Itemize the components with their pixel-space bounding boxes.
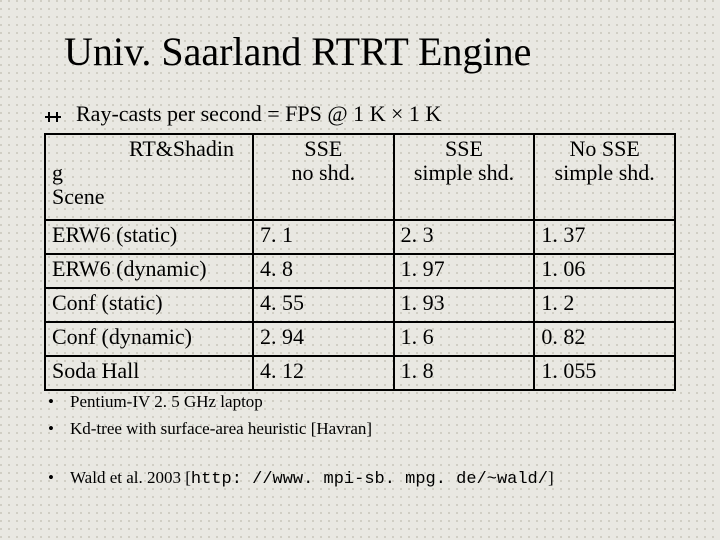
header-c2b: simple shd. (401, 161, 528, 185)
cell: 1. 97 (394, 254, 535, 288)
bullet-dot-icon: • (48, 415, 70, 442)
bullet-icon (44, 111, 62, 123)
bullet-dot-icon: • (48, 388, 70, 415)
row-name: Conf (static) (45, 288, 253, 322)
table-row: ERW6 (dynamic) 4. 8 1. 97 1. 06 (45, 254, 675, 288)
results-table: RT&Shadin g Scene SSE no shd. SSE simple… (44, 133, 676, 391)
cell: 0. 82 (534, 322, 675, 356)
row-name: ERW6 (static) (45, 220, 253, 254)
header-col-2: SSE simple shd. (394, 134, 535, 220)
footnote-3-url: http: //www. mpi-sb. mpg. de/~wald/ (191, 470, 548, 489)
header-corner: RT&Shadin g Scene (45, 134, 253, 220)
cell: 2. 3 (394, 220, 535, 254)
cell: 4. 8 (253, 254, 394, 288)
bullet-dot-icon: • (48, 464, 70, 493)
header-corner-top: RT&Shadin (52, 137, 246, 161)
header-c3a: No SSE (541, 137, 668, 161)
header-corner-scene: Scene (52, 184, 105, 209)
lead-line: Ray-casts per second = FPS @ 1 K × 1 K (44, 101, 680, 127)
page-title: Univ. Saarland RTRT Engine (40, 28, 680, 75)
cell: 7. 1 (253, 220, 394, 254)
footnote-3c: ] (548, 468, 554, 487)
table-row: Conf (dynamic) 2. 94 1. 6 0. 82 (45, 322, 675, 356)
cell: 1. 2 (534, 288, 675, 322)
header-c1a: SSE (260, 137, 387, 161)
header-col-3: No SSE simple shd. (534, 134, 675, 220)
footnote-3: • Wald et al. 2003 [http: //www. mpi-sb.… (48, 464, 688, 493)
table-row: Conf (static) 4. 55 1. 93 1. 2 (45, 288, 675, 322)
header-c2a: SSE (401, 137, 528, 161)
cell: 1. 93 (394, 288, 535, 322)
header-c3b: simple shd. (541, 161, 668, 185)
header-corner-g: g (52, 160, 63, 185)
footnote-2-text: Kd-tree with surface-area heuristic [Hav… (70, 415, 372, 442)
row-name: Soda Hall (45, 356, 253, 390)
footnote-1-text: Pentium-IV 2. 5 GHz laptop (70, 388, 263, 415)
footnote-2: • Kd-tree with surface-area heuristic [H… (48, 415, 688, 442)
table-header-row: RT&Shadin g Scene SSE no shd. SSE simple… (45, 134, 675, 220)
row-name: ERW6 (dynamic) (45, 254, 253, 288)
footnote-3-text: Wald et al. 2003 [http: //www. mpi-sb. m… (70, 464, 554, 493)
cell: 1. 06 (534, 254, 675, 288)
table-row: Soda Hall 4. 12 1. 8 1. 055 (45, 356, 675, 390)
header-c1b: no shd. (260, 161, 387, 185)
cell: 1. 055 (534, 356, 675, 390)
footnotes: • Pentium-IV 2. 5 GHz laptop • Kd-tree w… (48, 388, 688, 494)
footnote-1: • Pentium-IV 2. 5 GHz laptop (48, 388, 688, 415)
cell: 2. 94 (253, 322, 394, 356)
lead-text: Ray-casts per second = FPS @ 1 K × 1 K (76, 101, 441, 127)
footnote-3a: Wald et al. 2003 [ (70, 468, 191, 487)
cell: 1. 6 (394, 322, 535, 356)
cell: 1. 8 (394, 356, 535, 390)
cell: 4. 55 (253, 288, 394, 322)
row-name: Conf (dynamic) (45, 322, 253, 356)
cell: 1. 37 (534, 220, 675, 254)
slide: Univ. Saarland RTRT Engine Ray-casts per… (0, 0, 720, 391)
header-col-1: SSE no shd. (253, 134, 394, 220)
table-row: ERW6 (static) 7. 1 2. 3 1. 37 (45, 220, 675, 254)
cell: 4. 12 (253, 356, 394, 390)
